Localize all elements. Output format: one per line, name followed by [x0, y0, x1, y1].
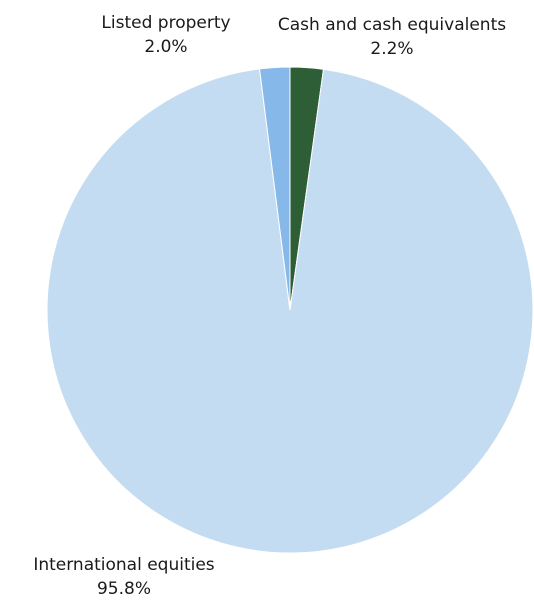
pie-labels: Cash and cash equivalents 2.2% Internation… [33, 13, 506, 599]
slice-value-label: 2.0% [144, 37, 187, 57]
slice-label: Listed property [101, 13, 230, 33]
pie-slices [46, 66, 534, 554]
slice-label: International equities [33, 555, 214, 575]
slice-value-label: 2.2% [370, 39, 413, 59]
pie-slice-listed-property [258, 66, 291, 311]
slice-value-label: 95.8% [97, 579, 151, 599]
pie-slice-international-equities [46, 68, 534, 554]
slice-label: Cash and cash equivalents [278, 15, 506, 35]
